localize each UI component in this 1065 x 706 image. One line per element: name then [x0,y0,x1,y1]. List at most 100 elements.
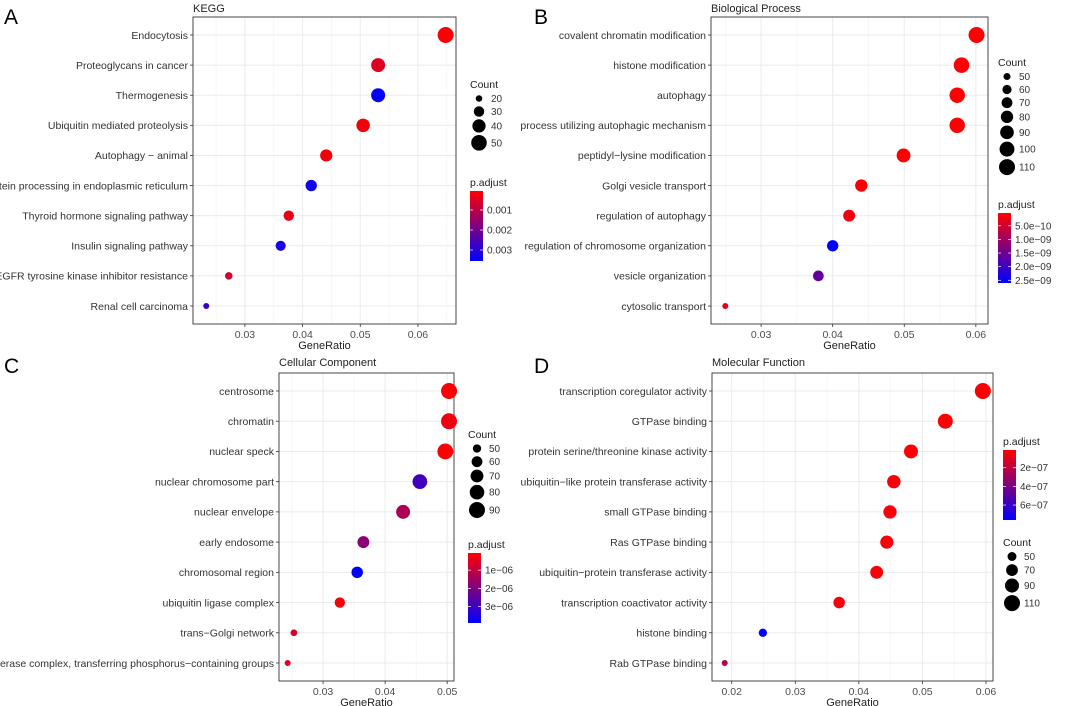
panel-letter: C [4,355,19,378]
panel-title: Biological Process [711,3,801,15]
data-point [949,117,965,134]
x-tick-label: 0.04 [375,686,396,698]
y-tick-label: Thermogenesis [116,90,188,102]
colorbar [1003,450,1016,520]
y-tick-label: protein serine/threonine kinase activity [528,446,707,458]
colorbar [998,213,1011,283]
size-legend-label: 70 [1024,566,1036,577]
y-tick-label: ubiquitin−protein transferase activity [539,567,708,579]
panel-a: A KEGG 0.03 0.04 0.05 0.06 Endocytosis Proteogl… [0,3,512,352]
colorbar-label: 1e−06 [485,566,514,577]
x-tick-label: 0.03 [313,686,334,698]
size-legend-key [999,159,1015,176]
data-point [870,565,884,579]
panel-letter: D [534,355,549,378]
data-point [843,209,856,222]
size-legend-key [1006,564,1018,577]
y-tick-label: covalent chromatin modification [559,30,706,42]
x-tick-label: 0.03 [751,329,772,341]
y-tick-label: Golgi vesicle transport [602,180,706,192]
y-tick-label: Ras GTPase binding [610,537,707,549]
x-tick-label: 0.04 [822,329,843,341]
y-tick-label: ubiquitin ligase complex [163,597,275,609]
panel-b: B Biological Process 0.03 0.04 0.05 0.06 coval… [520,3,1051,352]
y-tick-label: peptidyl−lysine modification [578,150,706,162]
size-legend-key [472,119,486,133]
size-legend-key [471,135,487,151]
data-point [937,413,953,429]
data-point [437,443,454,460]
y-tick-label: Autophagy − animal [95,150,188,162]
plot-background [279,373,454,681]
y-tick-label: Insulin signaling pathway [71,241,188,253]
colorbar-label: 2e−07 [1020,463,1049,474]
size-legend-title: Count [1003,537,1031,549]
data-point [904,444,918,459]
x-tick-label: 0.03 [235,329,256,341]
data-point [371,58,386,73]
data-point [953,57,970,73]
colorbar-label: 6e−07 [1020,501,1049,512]
data-point [437,27,454,43]
data-point [949,87,965,103]
data-point [275,240,286,251]
size-legend-label: 50 [491,138,503,149]
x-tick-label: 0.04 [292,329,313,341]
plot-border [711,372,994,682]
size-legend-title: Count [470,79,498,91]
y-tick-label: Thyroid hormone signaling pathway [22,210,189,222]
y-tick-label: ubiquitin−like protein transferase activ… [521,476,708,488]
panel-d: D Molecular Function 0.02 0.03 0.04 0.05 0.06 t… [521,355,1049,706]
data-point [203,303,210,309]
color-legend-title: p.adjust [468,539,505,551]
y-tick-label: centrosome [219,386,274,398]
y-tick-label: nuclear envelope [194,507,274,519]
size-legend-label: 100 [1019,145,1036,156]
y-tick-label: Protein processing in endoplasmic reticu… [0,180,188,192]
data-point [334,597,346,608]
data-point [284,660,291,666]
data-point [371,88,386,103]
y-tick-label: process utilizing autophagic mechanism [520,120,706,132]
y-tick-label: nuclear chromosome part [155,476,274,488]
size-legend-label: 50 [1024,552,1036,563]
data-point [396,504,411,519]
y-tick-label: Rab GTPase binding [610,658,708,670]
size-legend-label: 60 [489,457,501,468]
x-tick-label: 0.05 [437,686,458,698]
colorbar-label: 1.0e−09 [1015,235,1052,246]
data-point [356,118,370,133]
color-legend-title: p.adjust [998,199,1035,211]
y-tick-label: transcription coregulator activity [559,386,707,398]
y-tick-label: chromatin [228,416,274,428]
size-legend-key [1003,72,1011,81]
size-legend-label: 50 [489,444,501,455]
y-tick-label: GTPase binding [632,416,707,428]
size-legend-label: 60 [1019,85,1031,96]
y-tick-label: histone modification [613,60,706,72]
y-tick-label: autophagy [657,90,707,102]
colorbar-label: 2.0e−09 [1015,262,1052,273]
color-legend-title: p.adjust [470,177,507,189]
size-legend-label: 110 [1024,599,1040,610]
data-point [896,148,911,163]
y-tick-label: regulation of chromosome organization [524,241,706,253]
size-legend-label: 80 [1019,112,1031,123]
x-tick-label: 0.06 [408,329,429,341]
size-legend-key [1001,97,1013,109]
x-tick-label: 0.06 [976,686,997,698]
size-legend-label: 20 [491,94,503,105]
y-tick-label: early endosome [199,537,274,549]
colorbar-label: 1.5e−09 [1015,249,1052,260]
x-tick-label: 0.04 [849,686,870,698]
data-point [880,535,894,549]
size-legend-label: 110 [1019,163,1035,174]
size-legend-title: Count [998,57,1026,69]
data-point [887,474,901,489]
y-tick-label: Proteoglycans in cancer [76,60,189,72]
data-point [283,210,294,221]
size-legend-key [999,141,1015,157]
x-tick-label: 0.02 [721,686,742,698]
